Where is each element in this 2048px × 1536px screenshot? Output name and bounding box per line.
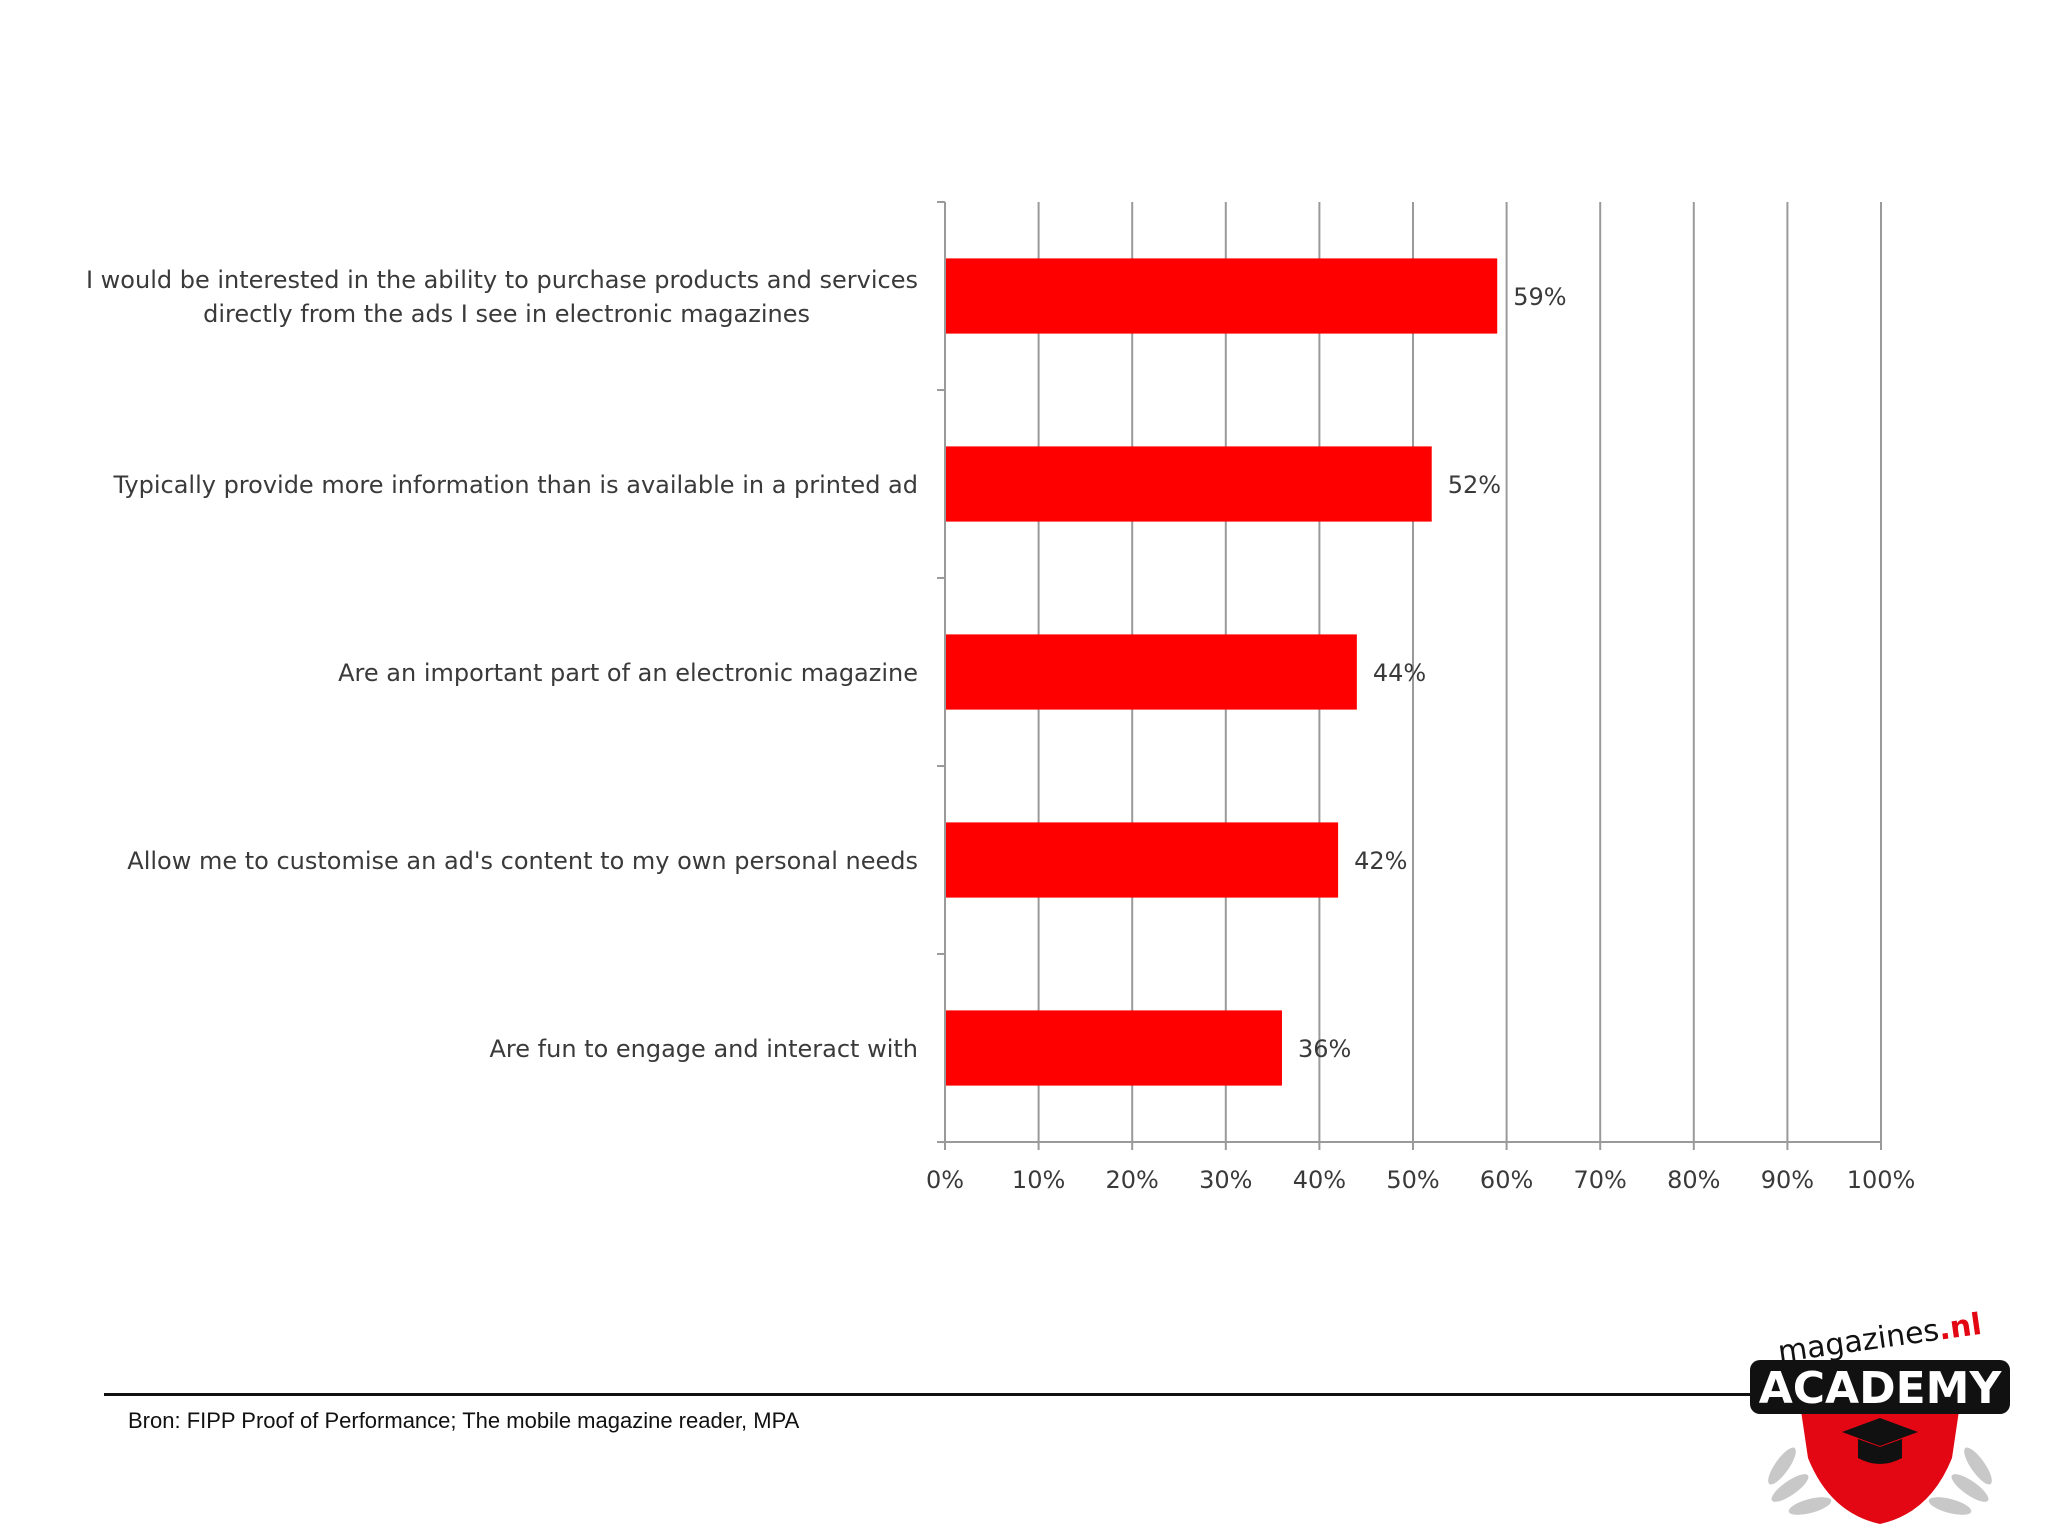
category-label: Typically provide more information than …: [112, 471, 918, 499]
axes: [937, 201, 1882, 1150]
bar: [946, 1010, 1282, 1086]
footer-divider: [104, 1393, 1804, 1396]
x-tick-label: 0%: [926, 1166, 964, 1194]
data-label: 52%: [1448, 471, 1501, 499]
category-label: Are an important part of an electronic m…: [338, 659, 918, 687]
bar: [946, 634, 1357, 710]
bar: [946, 446, 1432, 522]
x-tick-label: 100%: [1847, 1166, 1916, 1194]
data-label: 59%: [1513, 283, 1566, 311]
x-tick-label: 20%: [1106, 1166, 1159, 1194]
data-label: 44%: [1373, 659, 1426, 687]
gridlines: [1037, 202, 1882, 1142]
category-label: Are fun to engage and interact with: [490, 1035, 918, 1063]
labels: 0% 10% 20% 30% 40% 50% 60% 70% 80% 90% 100% 59% I wo…: [86, 266, 1915, 1194]
bar: [946, 258, 1498, 334]
bars: [946, 258, 1498, 1086]
x-tick-label: 70%: [1574, 1166, 1627, 1194]
magazines-academy-logo: ACADEMY magazines.nl: [1750, 1308, 2010, 1524]
category-label: I would be interested in the ability to …: [86, 266, 918, 328]
category-label: Allow me to customise an ad's content to…: [127, 847, 918, 875]
x-tick-label: 50%: [1386, 1166, 1439, 1194]
data-label: 42%: [1354, 847, 1407, 875]
source-note: Bron: FIPP Proof of Performance; The mob…: [128, 1408, 800, 1433]
x-tick-label: 40%: [1293, 1166, 1346, 1194]
x-tick-label: 10%: [1012, 1166, 1065, 1194]
x-tick-label: 90%: [1761, 1166, 1814, 1194]
x-tick-label: 80%: [1667, 1166, 1720, 1194]
svg-text:ACADEMY: ACADEMY: [1759, 1363, 2003, 1414]
x-tick-label: 30%: [1199, 1166, 1252, 1194]
x-tick-label: 60%: [1480, 1166, 1533, 1194]
data-label: 36%: [1298, 1035, 1351, 1063]
bar: [946, 822, 1339, 898]
